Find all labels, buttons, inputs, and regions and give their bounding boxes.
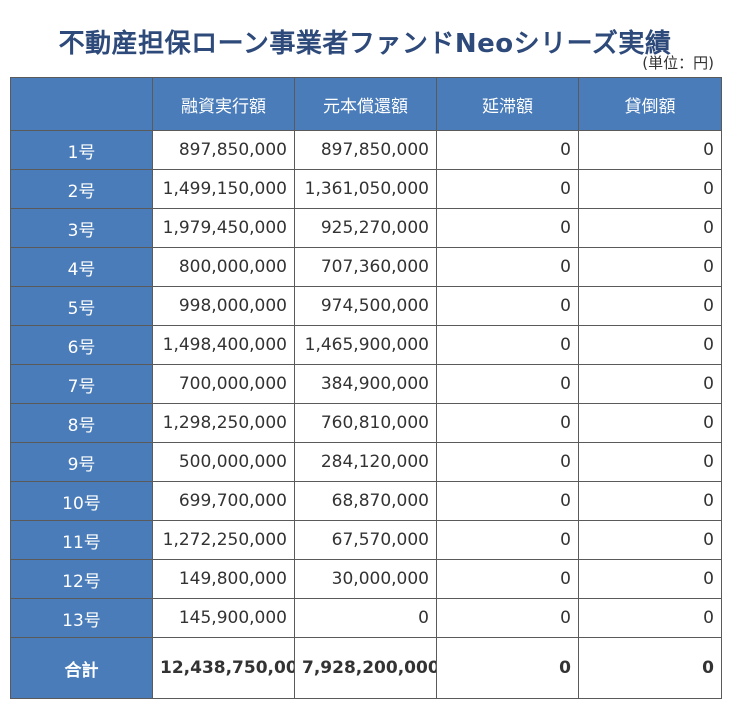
cell-bad-debt: 0 <box>578 364 722 404</box>
table-row: 13号 145,900,000 0 0 0 <box>10 598 722 638</box>
cell-bad-debt: 0 <box>578 130 722 170</box>
cell-bad-debt: 0 <box>578 286 722 326</box>
row-label: 2号 <box>10 169 153 209</box>
cell-delinquent: 0 <box>436 130 579 170</box>
cell-delinquent: 0 <box>436 520 579 560</box>
cell-principal-repaid: 925,270,000 <box>294 208 437 248</box>
table-row: 5号 998,000,000 974,500,000 0 0 <box>10 286 722 326</box>
cell-principal-repaid: 30,000,000 <box>294 559 437 599</box>
cell-loan-executed: 998,000,000 <box>152 286 295 326</box>
row-label: 1号 <box>10 130 153 170</box>
table-row: 12号 149,800,000 30,000,000 0 0 <box>10 559 722 599</box>
cell-delinquent: 0 <box>436 169 579 209</box>
cell-loan-executed: 500,000,000 <box>152 442 295 482</box>
cell-loan-executed: 145,900,000 <box>152 598 295 638</box>
cell-bad-debt: 0 <box>578 559 722 599</box>
table-row: 4号 800,000,000 707,360,000 0 0 <box>10 247 722 287</box>
cell-bad-debt: 0 <box>578 208 722 248</box>
cell-principal-repaid: 384,900,000 <box>294 364 437 404</box>
column-header-loan-executed: 融資実行額 <box>152 77 295 131</box>
cell-principal-repaid: 67,570,000 <box>294 520 437 560</box>
cell-bad-debt: 0 <box>578 598 722 638</box>
row-label: 9号 <box>10 442 153 482</box>
cell-principal-repaid: 1,465,900,000 <box>294 325 437 365</box>
cell-principal-repaid: 68,870,000 <box>294 481 437 521</box>
total-label: 合計 <box>10 637 153 699</box>
row-label: 3号 <box>10 208 153 248</box>
row-label: 12号 <box>10 559 153 599</box>
table-row: 6号 1,498,400,000 1,465,900,000 0 0 <box>10 325 722 365</box>
cell-delinquent: 0 <box>436 325 579 365</box>
cell-delinquent: 0 <box>436 208 579 248</box>
total-delinquent: 0 <box>436 637 579 699</box>
cell-loan-executed: 149,800,000 <box>152 559 295 599</box>
cell-bad-debt: 0 <box>578 481 722 521</box>
cell-loan-executed: 700,000,000 <box>152 364 295 404</box>
cell-delinquent: 0 <box>436 559 579 599</box>
cell-bad-debt: 0 <box>578 247 722 287</box>
total-bad-debt: 0 <box>578 637 722 699</box>
table-row: 8号 1,298,250,000 760,810,000 0 0 <box>10 403 722 443</box>
cell-delinquent: 0 <box>436 442 579 482</box>
row-label: 7号 <box>10 364 153 404</box>
row-label: 8号 <box>10 403 153 443</box>
cell-bad-debt: 0 <box>578 325 722 365</box>
total-principal-repaid: 7,928,200,000 <box>294 637 437 699</box>
cell-principal-repaid: 707,360,000 <box>294 247 437 287</box>
cell-principal-repaid: 284,120,000 <box>294 442 437 482</box>
row-label: 4号 <box>10 247 153 287</box>
cell-principal-repaid: 1,361,050,000 <box>294 169 437 209</box>
cell-principal-repaid: 0 <box>294 598 437 638</box>
unit-note: (単位：円) <box>642 54 714 72</box>
cell-delinquent: 0 <box>436 481 579 521</box>
row-label: 13号 <box>10 598 153 638</box>
table-row: 2号 1,499,150,000 1,361,050,000 0 0 <box>10 169 722 209</box>
total-loan-executed: 12,438,750,000 <box>152 637 295 699</box>
column-header-delinquent: 延滞額 <box>436 77 579 131</box>
row-label: 11号 <box>10 520 153 560</box>
table-row: 9号 500,000,000 284,120,000 0 0 <box>10 442 722 482</box>
table-row: 11号 1,272,250,000 67,570,000 0 0 <box>10 520 722 560</box>
cell-bad-debt: 0 <box>578 169 722 209</box>
cell-principal-repaid: 897,850,000 <box>294 130 437 170</box>
table-row: 1号 897,850,000 897,850,000 0 0 <box>10 130 722 170</box>
cell-delinquent: 0 <box>436 247 579 287</box>
cell-principal-repaid: 974,500,000 <box>294 286 437 326</box>
cell-delinquent: 0 <box>436 286 579 326</box>
row-label: 6号 <box>10 325 153 365</box>
cell-bad-debt: 0 <box>578 403 722 443</box>
row-label: 5号 <box>10 286 153 326</box>
column-header-fund <box>10 77 153 131</box>
cell-loan-executed: 1,499,150,000 <box>152 169 295 209</box>
cell-delinquent: 0 <box>436 403 579 443</box>
cell-loan-executed: 1,979,450,000 <box>152 208 295 248</box>
cell-bad-debt: 0 <box>578 520 722 560</box>
cell-principal-repaid: 760,810,000 <box>294 403 437 443</box>
table-header-row: 融資実行額 元本償還額 延滞額 貸倒額 <box>10 77 722 131</box>
cell-loan-executed: 699,700,000 <box>152 481 295 521</box>
cell-loan-executed: 1,498,400,000 <box>152 325 295 365</box>
row-label: 10号 <box>10 481 153 521</box>
fund-performance-table: 融資実行額 元本償還額 延滞額 貸倒額 1号 897,850,000 897,8… <box>10 77 722 699</box>
cell-loan-executed: 800,000,000 <box>152 247 295 287</box>
table-total-row: 合計 12,438,750,000 7,928,200,000 0 0 <box>10 637 722 699</box>
page-title: 不動産担保ローン事業者ファンドNeoシリーズ実績 <box>58 29 672 60</box>
cell-loan-executed: 1,298,250,000 <box>152 403 295 443</box>
column-header-bad-debt: 貸倒額 <box>578 77 722 131</box>
cell-delinquent: 0 <box>436 364 579 404</box>
table-row: 10号 699,700,000 68,870,000 0 0 <box>10 481 722 521</box>
column-header-principal-repaid: 元本償還額 <box>294 77 437 131</box>
cell-loan-executed: 897,850,000 <box>152 130 295 170</box>
cell-loan-executed: 1,272,250,000 <box>152 520 295 560</box>
cell-bad-debt: 0 <box>578 442 722 482</box>
cell-delinquent: 0 <box>436 598 579 638</box>
table-row: 3号 1,979,450,000 925,270,000 0 0 <box>10 208 722 248</box>
table-row: 7号 700,000,000 384,900,000 0 0 <box>10 364 722 404</box>
